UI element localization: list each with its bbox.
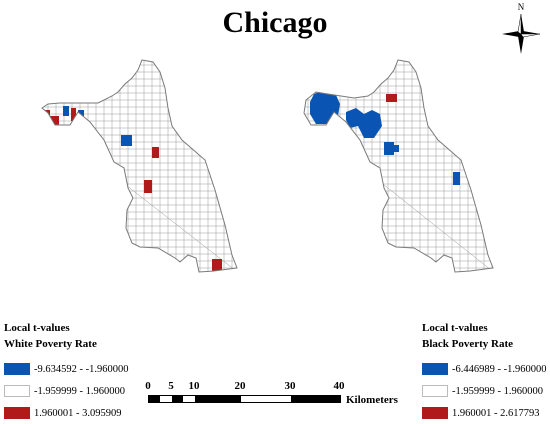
cluster-negative	[121, 135, 132, 146]
legend-class-neutral: -1.959999 - 1.960000	[4, 380, 129, 402]
choropleth-maps	[41, 59, 494, 273]
scale-bar: 0 5 10 20 30 40 Kilometers	[142, 380, 542, 410]
cluster-positive	[144, 180, 152, 193]
legend-range: -9.634592 - -1.960000	[34, 363, 129, 375]
black-poverty-map	[303, 59, 494, 273]
cluster-negative	[393, 145, 399, 152]
scale-tick: 40	[333, 380, 345, 392]
legend-class-negative: -9.634592 - -1.960000	[4, 358, 129, 380]
north-label: N	[517, 2, 525, 12]
white-poverty-map	[41, 59, 238, 273]
cluster-positive	[152, 147, 159, 158]
legend-white-poverty: Local t-values White Poverty Rate -9.634…	[4, 322, 129, 424]
legend-swatch	[4, 363, 30, 375]
scale-tick: 0	[145, 380, 151, 392]
cluster-positive	[212, 259, 222, 271]
black-map-grid	[304, 60, 493, 272]
legend-range: -1.959999 - 1.960000	[34, 385, 125, 397]
scale-tick: 20	[234, 380, 246, 392]
scale-unit: Kilometers	[346, 394, 398, 406]
legend-heading: Local t-values	[422, 322, 488, 334]
legend-swatch	[422, 385, 448, 397]
cluster-positive	[386, 94, 397, 102]
legend-swatch	[422, 363, 448, 375]
legend-range: -1.959999 - 1.960000	[452, 385, 543, 397]
legend-swatch	[4, 385, 30, 397]
scale-tick: 10	[188, 380, 200, 392]
legend-class-neutral: -1.959999 - 1.960000	[422, 380, 547, 402]
legend-range: 1.960001 - 3.095909	[34, 407, 122, 419]
scale-tick: 5	[168, 380, 174, 392]
map-title: Chicago	[222, 6, 328, 39]
cluster-negative	[384, 142, 394, 155]
compass-rose-icon	[502, 13, 541, 54]
legend-range: 1.960001 - 2.617793	[452, 407, 540, 419]
legend-heading: Local t-values	[4, 322, 70, 334]
legend-black-poverty: Local t-values Black Poverty Rate -6.446…	[422, 322, 547, 424]
legend-swatch	[4, 407, 30, 419]
cluster-negative	[453, 172, 460, 185]
cluster-negative	[78, 110, 84, 116]
scale-tick: 30	[284, 380, 296, 392]
black-map-clusters	[310, 90, 460, 185]
legend-range: -6.446989 - -1.960000	[452, 363, 547, 375]
cluster-positive	[49, 116, 59, 125]
legend-class-positive: 1.960001 - 3.095909	[4, 402, 129, 424]
north-arrow: N	[498, 2, 544, 58]
cluster-positive	[71, 108, 76, 121]
legend-class-negative: -6.446989 - -1.960000	[422, 358, 547, 380]
white-map-clusters	[42, 106, 222, 271]
cluster-negative	[346, 108, 382, 138]
white-map-grid	[42, 60, 237, 272]
cluster-negative	[63, 106, 69, 116]
legend-title: Black Poverty Rate	[422, 338, 514, 350]
scale-bar-segments	[148, 395, 341, 403]
cluster-positive	[42, 110, 50, 121]
legend-title: White Poverty Rate	[4, 338, 97, 350]
